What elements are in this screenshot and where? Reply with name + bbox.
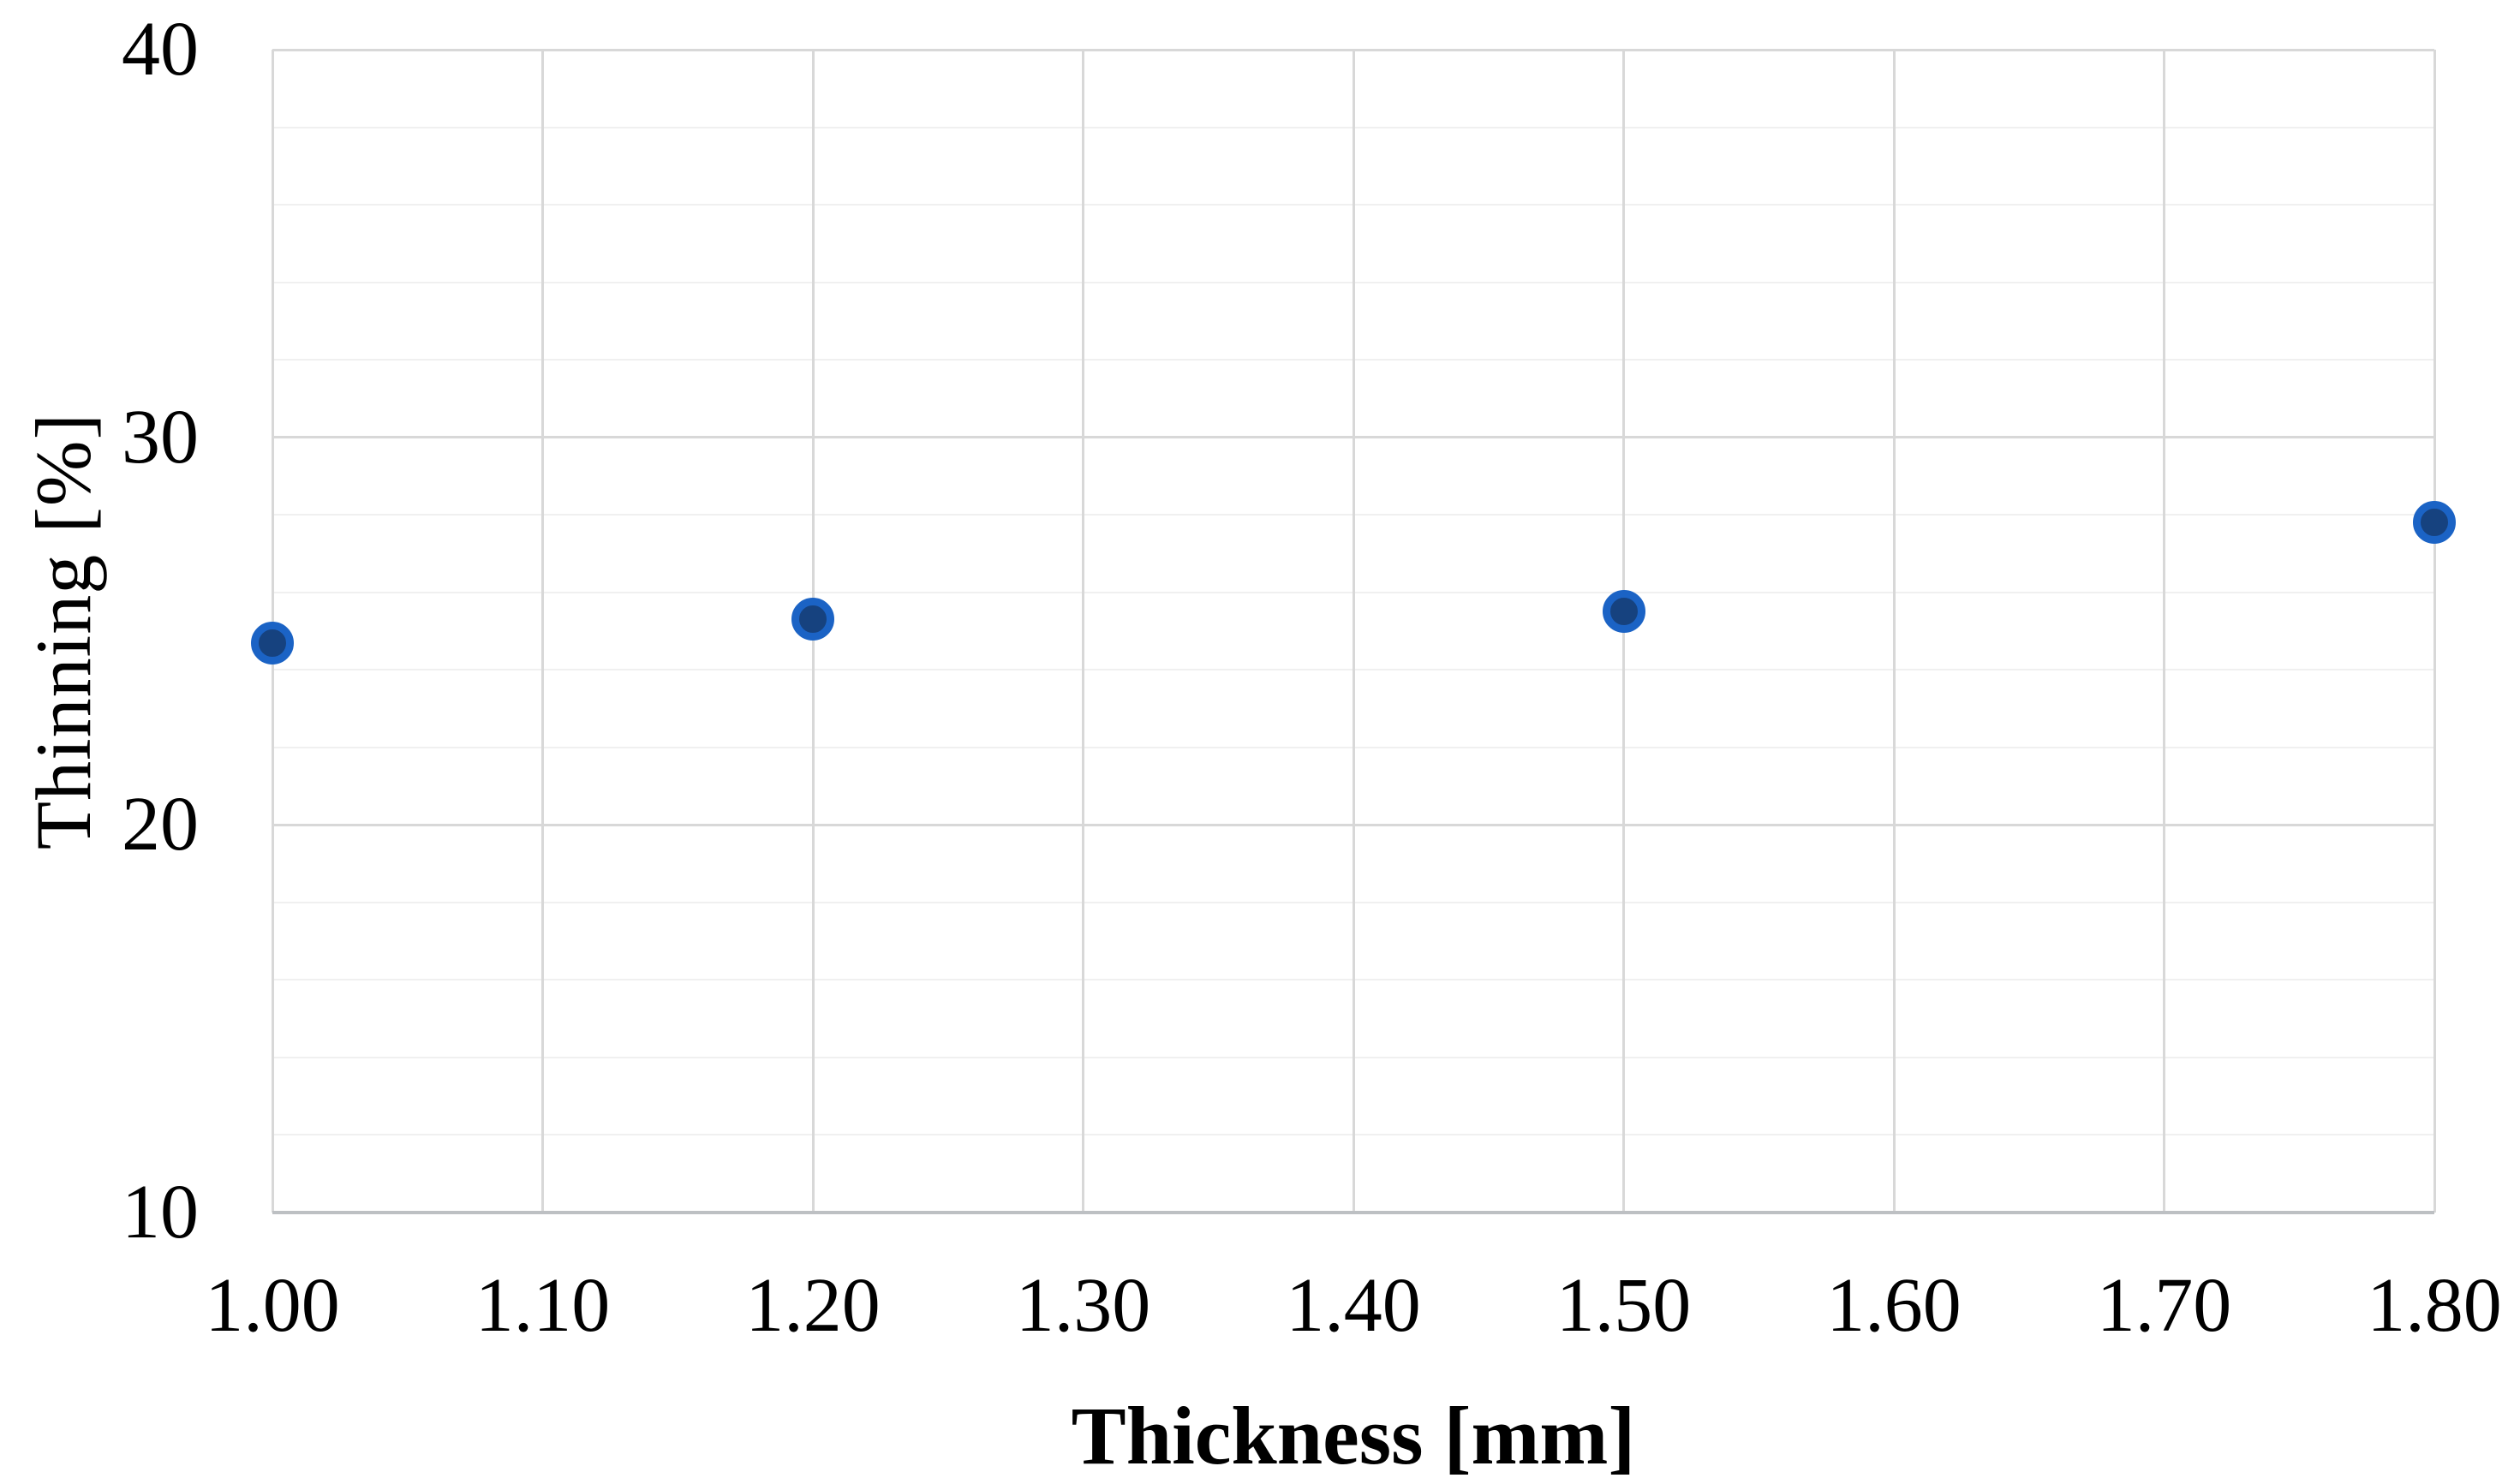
x-tick-label: 1.60 (1826, 1263, 1962, 1348)
x-tick-label: 1.20 (745, 1263, 881, 1348)
x-gridline-major (541, 50, 544, 1213)
data-point (1602, 590, 1645, 634)
x-tick-label: 1.30 (1015, 1263, 1151, 1348)
x-axis-line (272, 1211, 2434, 1214)
data-point (791, 598, 834, 641)
data-point (2413, 501, 2456, 545)
y-tick-label: 10 (122, 1170, 199, 1255)
data-point (251, 621, 294, 665)
x-gridline-major (2163, 50, 2165, 1213)
x-gridline-major (2433, 50, 2436, 1213)
x-tick-label: 1.70 (2096, 1263, 2232, 1348)
y-axis-title: Thinning [%] (20, 412, 108, 850)
x-gridline-major (1082, 50, 1084, 1213)
plot-area (251, 48, 2456, 1214)
y-tick-label: 20 (122, 782, 199, 867)
x-gridline-major (1352, 50, 1355, 1213)
x-axis-title: Thickness [mm] (1071, 1390, 1636, 1481)
y-tick-label: 30 (122, 394, 199, 480)
y-axis-title-wrap: Thinning [%] (12, 50, 115, 1213)
x-gridline-major (1892, 50, 1896, 1213)
y-tick-label: 40 (122, 7, 199, 92)
x-tick-label: 1.40 (1286, 1263, 1421, 1348)
x-tick-label: 1.10 (475, 1263, 611, 1348)
x-tick-label: 1.00 (205, 1263, 340, 1348)
x-tick-label: 1.50 (1556, 1263, 1692, 1348)
x-tick-label: 1.80 (2367, 1263, 2502, 1348)
